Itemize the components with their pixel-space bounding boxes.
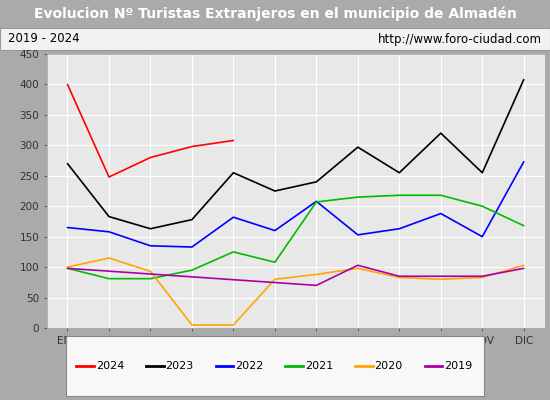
Text: 2019 - 2024: 2019 - 2024 <box>8 32 80 46</box>
Text: 2020: 2020 <box>375 361 403 371</box>
Text: 2022: 2022 <box>235 361 263 371</box>
Text: http://www.foro-ciudad.com: http://www.foro-ciudad.com <box>378 32 542 46</box>
Text: 2023: 2023 <box>166 361 194 371</box>
Text: 2024: 2024 <box>96 361 124 371</box>
Text: 2021: 2021 <box>305 361 333 371</box>
Text: 2019: 2019 <box>444 361 472 371</box>
Text: Evolucion Nº Turistas Extranjeros en el municipio de Almadén: Evolucion Nº Turistas Extranjeros en el … <box>34 7 516 21</box>
